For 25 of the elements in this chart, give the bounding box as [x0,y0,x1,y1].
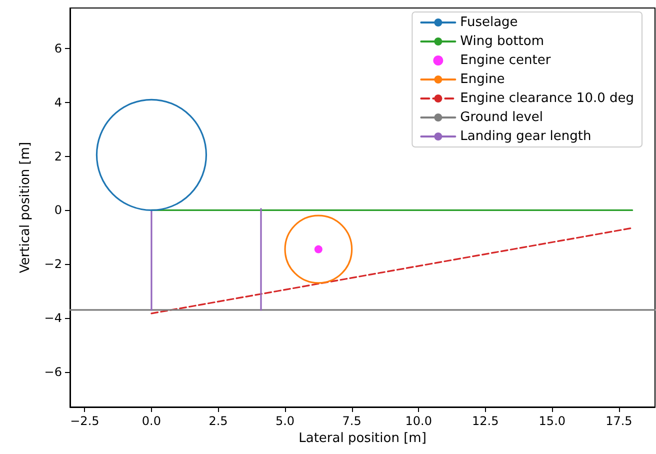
x-tick-label: 0.0 [142,414,162,428]
x-tick-label: −2.5 [70,414,100,428]
x-tick-label: 7.5 [342,414,362,428]
x-axis-title: Lateral position [m] [298,430,426,446]
x-tick-label: 10.0 [405,414,432,428]
y-axis-title: Vertical position [m] [18,142,33,274]
y-tick-label: −6 [44,364,62,379]
legend-label: Engine clearance 10.0 deg [460,91,634,106]
y-tick-label: 0 [54,203,62,218]
legend-label: Engine [460,72,505,87]
x-tick-label: 12.5 [472,414,499,428]
x-tick-label: 17.5 [606,414,632,428]
legend-label: Wing bottom [460,34,544,49]
y-tick-label: −4 [44,311,62,326]
legend-label: Landing gear length [460,129,592,144]
y-tick-label: −2 [44,257,62,272]
legend-label: Engine center [460,53,552,68]
y-tick-label: 6 [54,41,62,56]
legend-label: Fuselage [460,15,518,30]
x-tick-label: 5.0 [275,414,295,428]
x-tick-label: 2.5 [208,414,228,428]
y-tick-label: 4 [54,95,62,110]
x-tick-label: 15.0 [538,414,566,428]
legend-label: Ground level [460,110,544,125]
y-tick-label: 2 [54,149,62,164]
